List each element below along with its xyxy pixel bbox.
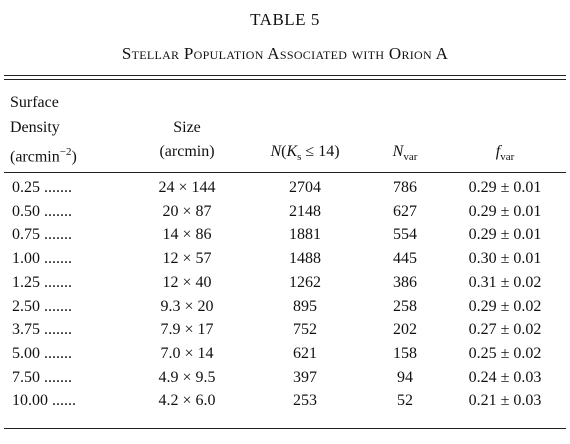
header-text: Density	[10, 118, 60, 136]
table-cell: 20 × 87	[162, 202, 212, 220]
table-cell: 14 × 86	[162, 226, 212, 244]
superscript: −2	[59, 146, 72, 158]
table-cell: 445	[393, 250, 417, 268]
table-cell: 627	[393, 202, 417, 220]
header-text: )	[71, 148, 77, 166]
row-label: 0.25 .......	[12, 179, 72, 196]
header-cell: Size	[127, 118, 247, 138]
table-cell: 1262	[289, 273, 321, 291]
subscript: s	[297, 151, 302, 164]
table-cell: 0.24 ± 0.03	[468, 368, 542, 386]
row-label: 10.00 ......	[12, 392, 76, 410]
header-cell: fvar	[445, 142, 565, 167]
header-text: Size	[173, 118, 201, 136]
row-label: 0.75 .......	[12, 226, 72, 244]
table-cell: 253	[293, 392, 317, 410]
header-text: (arcmin)	[159, 143, 215, 160]
row-label: 0.50 .......	[12, 202, 72, 220]
table-cell: 158	[393, 344, 417, 362]
table-cell: 202	[393, 321, 417, 339]
row-label: 2.50 .......	[12, 297, 72, 315]
table-cell: 0.29 ± 0.01	[468, 202, 542, 220]
table-cell: 0.21 ± 0.03	[468, 392, 542, 410]
header-cell: (arcmin)	[127, 142, 247, 162]
table-cell: 24 × 144	[158, 179, 216, 196]
header-cell: Density	[10, 118, 140, 138]
bottom-rule	[4, 428, 566, 429]
header-cell: N(Ks ≤ 14)	[245, 142, 365, 167]
header-text: (arcmin	[10, 148, 60, 166]
table-cell: 4.2 × 6.0	[158, 392, 216, 410]
table-cell: 0.29 ± 0.01	[468, 179, 542, 196]
italic-text: K	[286, 143, 298, 160]
table-caption: Stellar Population Associated with Orion…	[121, 44, 449, 63]
table-cell: 1881	[289, 226, 321, 244]
header-rule	[4, 172, 566, 173]
header-text: Surface	[10, 94, 59, 111]
table-cell: 52	[397, 392, 413, 410]
table-cell: 0.27 ± 0.02	[468, 321, 542, 339]
row-label: 3.75 .......	[12, 321, 72, 339]
table-cell: 12 × 57	[162, 250, 212, 268]
table-cell: 621	[293, 344, 317, 362]
italic-text: N	[392, 143, 404, 160]
top-rule	[4, 75, 566, 76]
header-cell: Surface	[10, 93, 140, 113]
table-cell: 9.3 × 20	[160, 297, 214, 315]
table-cell: 2148	[289, 202, 321, 220]
table-cell: 0.29 ± 0.01	[468, 226, 542, 244]
table-cell: 7.0 × 14	[160, 344, 214, 362]
table-cell: 0.31 ± 0.02	[468, 273, 542, 291]
table-cell: 397	[293, 368, 317, 386]
row-label: 7.50 .......	[12, 368, 72, 386]
table-cell: 786	[393, 179, 417, 196]
table-cell: 0.25 ± 0.02	[468, 344, 542, 362]
table-cell: 4.9 × 9.5	[158, 368, 216, 386]
table-cell: 386	[393, 273, 417, 291]
table-cell: 752	[293, 321, 317, 339]
table-cell: 7.9 × 17	[160, 321, 214, 339]
table-cell: 258	[393, 297, 417, 315]
row-label: 1.00 .......	[12, 250, 72, 268]
table-cell: 1488	[289, 250, 321, 268]
header-text: (	[281, 143, 287, 160]
table-cell: 12 × 40	[162, 273, 212, 291]
row-label: 1.25 .......	[12, 273, 72, 291]
header-cell: (arcmin−2)	[10, 142, 140, 167]
header-text: ≤ 14)	[301, 143, 340, 160]
table-cell: 2704	[289, 179, 321, 196]
table-cell: 0.29 ± 0.02	[468, 297, 542, 315]
subscript: var	[403, 151, 418, 164]
subscript: var	[500, 151, 515, 164]
italic-text: N	[270, 143, 282, 160]
table-label: TABLE 5	[250, 10, 320, 29]
top-rule	[4, 79, 566, 80]
header-cell: Nvar	[355, 142, 455, 167]
table-cell: 94	[397, 368, 413, 386]
italic-text: f	[495, 143, 501, 160]
table-cell: 554	[393, 226, 417, 244]
row-label: 5.00 .......	[12, 344, 72, 362]
table-cell: 895	[293, 297, 317, 315]
table-cell: 0.30 ± 0.01	[468, 250, 542, 268]
